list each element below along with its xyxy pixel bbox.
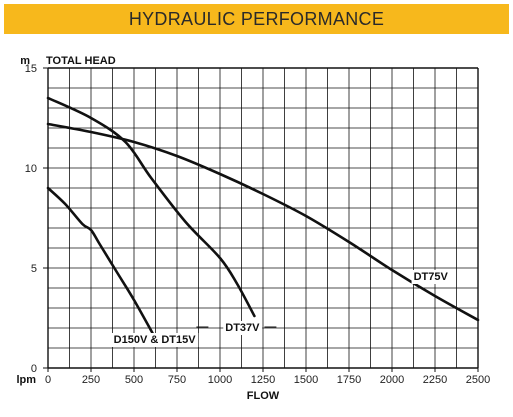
y-tick-label: 10: [25, 163, 37, 175]
series-label-bg: [111, 333, 199, 347]
chart-grid: [47, 67, 479, 369]
series-label-1: DT37V: [225, 322, 260, 334]
x-tick-label: 1000: [208, 374, 232, 386]
x-axis-unit: lpm: [16, 374, 36, 386]
x-tick-label: 2250: [423, 374, 447, 386]
x-tick-label: 1250: [251, 374, 275, 386]
x-axis-label: FLOW: [247, 390, 280, 402]
series-label-0: DT75V: [414, 271, 449, 283]
chart-labels: m TOTAL HEAD lpm FLOW D150V & DT15V DT37V DT75…: [16, 55, 451, 402]
x-tick-label: 500: [125, 374, 143, 386]
chart-series: [46, 96, 480, 342]
x-tick-label: 1750: [337, 374, 361, 386]
y-tick-label: 15: [25, 63, 37, 75]
chart-ticks: 0 250 500 750 1000 1250 1500 1750 2000 2250 2500 0 5…: [25, 63, 490, 386]
y-axis-unit: m: [20, 55, 30, 67]
x-tick-label: 0: [45, 374, 51, 386]
series-label-2: D150V & DT15V: [114, 334, 197, 346]
y-tick-label: 5: [31, 263, 37, 275]
title-banner: HYDRAULIC PERFORMANCE: [4, 4, 509, 34]
y-axis-label: TOTAL HEAD: [46, 55, 116, 67]
x-tick-label: 2000: [380, 374, 404, 386]
page-title: HYDRAULIC PERFORMANCE: [128, 8, 385, 29]
series-label-bg: [223, 321, 263, 335]
series-line-1: [46, 96, 256, 318]
series-label-bg: [411, 270, 451, 284]
x-tick-label: 2500: [466, 374, 490, 386]
y-tick-label: 0: [31, 363, 37, 375]
x-tick-label: 250: [82, 374, 100, 386]
x-tick-label: 750: [168, 374, 186, 386]
series-line-2: [46, 186, 158, 342]
x-tick-label: 1500: [294, 374, 318, 386]
